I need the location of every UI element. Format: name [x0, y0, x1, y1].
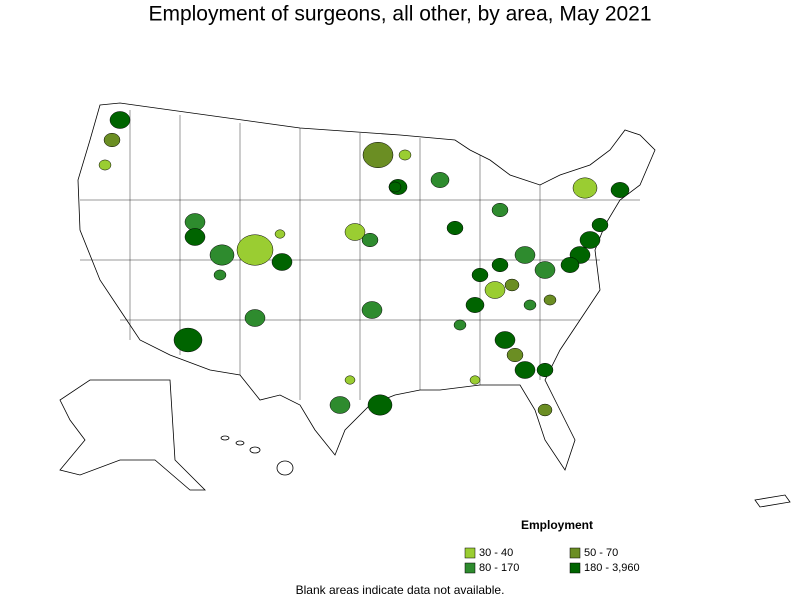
employment-area [537, 403, 553, 417]
employment-area [591, 217, 609, 233]
employment-area [344, 375, 356, 385]
employment-area [560, 257, 580, 273]
employment-area [484, 281, 506, 299]
employment-area [361, 301, 383, 319]
footnote: Blank areas indicate data not available. [296, 583, 505, 597]
contiguous-us [77, 102, 656, 471]
employment-area [236, 234, 274, 266]
employment-area [543, 294, 557, 306]
employment-area [491, 257, 509, 273]
legend-swatch [464, 562, 476, 574]
employment-area [398, 149, 412, 161]
us-map [59, 102, 791, 508]
employment-area [362, 142, 394, 168]
island [235, 440, 245, 446]
employment-area [109, 111, 131, 129]
employment-area [271, 253, 293, 271]
employment-area [184, 213, 206, 231]
legend-label: 50 - 70 [584, 547, 618, 559]
employment-area [367, 394, 393, 416]
legend-swatch [569, 547, 581, 559]
legend: 30 - 40 50 - 70 80 - 170 180 - 3,960 [464, 547, 640, 574]
employment-area [494, 331, 516, 349]
employment-area [103, 132, 121, 148]
hawaii [220, 435, 294, 476]
employment-area [610, 182, 630, 198]
island [276, 460, 294, 476]
employment-area [465, 297, 485, 313]
island [220, 435, 230, 441]
employment-area [430, 172, 450, 188]
employment-area [329, 396, 351, 414]
legend-label: 80 - 170 [479, 562, 519, 574]
employment-area [504, 278, 520, 292]
employment-area [534, 261, 556, 279]
employment-area [98, 159, 112, 171]
employment-area [469, 375, 481, 385]
employment-area [209, 244, 235, 266]
employment-area [388, 181, 402, 193]
employment-area [446, 220, 464, 236]
employment-area [361, 232, 379, 248]
map-title: Employment of surgeons, all other, by ar… [148, 3, 651, 26]
employment-area [344, 223, 366, 241]
employment-area [213, 269, 227, 281]
employment-area [579, 231, 601, 249]
legend-label: 30 - 40 [479, 547, 513, 559]
employment-area [453, 319, 467, 331]
employment-area [244, 309, 266, 327]
employment-area [471, 267, 489, 283]
employment-area [523, 299, 537, 311]
island [249, 446, 261, 454]
legend-label: 180 - 3,960 [584, 562, 640, 574]
legend-title: Employment [521, 518, 593, 532]
employment-area [274, 229, 286, 239]
employment-area [536, 362, 554, 378]
alaska [59, 379, 206, 491]
employment-area [184, 228, 206, 246]
puerto-rico [754, 494, 791, 508]
employment-area [514, 246, 536, 264]
employment-area [491, 202, 509, 218]
employment-area [572, 177, 598, 199]
employment-area [514, 361, 536, 379]
employment-area [173, 327, 203, 353]
legend-swatch [464, 547, 476, 559]
legend-swatch [569, 562, 581, 574]
employment-area [506, 347, 524, 363]
